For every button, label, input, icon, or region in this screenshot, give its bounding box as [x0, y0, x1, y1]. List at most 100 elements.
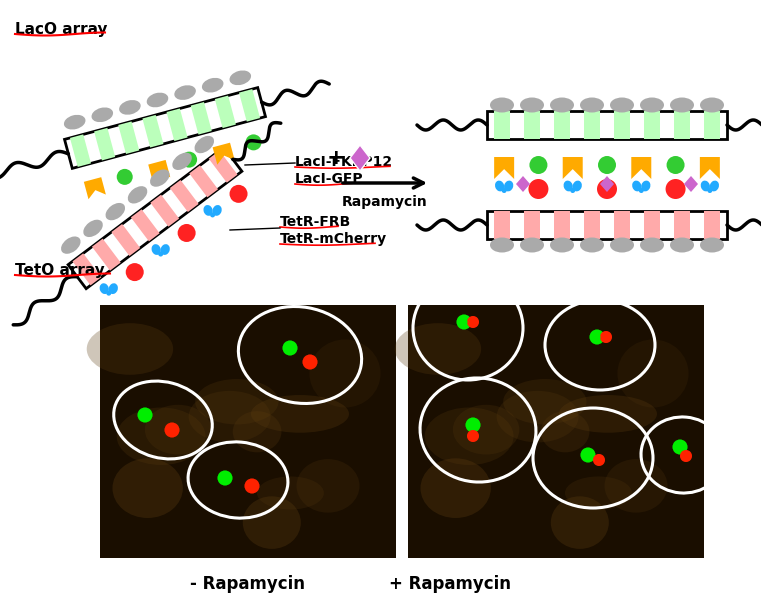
- Ellipse shape: [580, 237, 604, 253]
- Ellipse shape: [677, 443, 683, 451]
- Ellipse shape: [174, 85, 196, 100]
- Ellipse shape: [700, 98, 724, 112]
- Ellipse shape: [150, 170, 170, 187]
- Ellipse shape: [497, 391, 578, 442]
- Ellipse shape: [470, 319, 476, 325]
- Ellipse shape: [138, 407, 152, 423]
- Polygon shape: [167, 109, 188, 141]
- Ellipse shape: [91, 107, 113, 122]
- Ellipse shape: [495, 181, 505, 192]
- Polygon shape: [494, 211, 510, 239]
- Polygon shape: [524, 211, 540, 239]
- Ellipse shape: [128, 186, 148, 204]
- Polygon shape: [131, 209, 160, 242]
- Ellipse shape: [286, 345, 294, 351]
- Polygon shape: [189, 165, 218, 198]
- Ellipse shape: [116, 169, 132, 185]
- Ellipse shape: [61, 237, 81, 254]
- Ellipse shape: [467, 430, 479, 442]
- Ellipse shape: [189, 391, 271, 442]
- Ellipse shape: [453, 405, 519, 454]
- Ellipse shape: [212, 205, 221, 216]
- Ellipse shape: [246, 134, 262, 151]
- Ellipse shape: [303, 354, 317, 370]
- Ellipse shape: [119, 100, 141, 115]
- Ellipse shape: [168, 426, 176, 434]
- Ellipse shape: [230, 185, 247, 203]
- Text: TetR-mCherry: TetR-mCherry: [280, 232, 387, 246]
- Ellipse shape: [470, 433, 476, 439]
- Polygon shape: [704, 211, 720, 239]
- Polygon shape: [584, 211, 600, 239]
- Ellipse shape: [282, 340, 298, 356]
- Ellipse shape: [421, 458, 491, 518]
- Ellipse shape: [251, 395, 349, 432]
- Ellipse shape: [667, 156, 685, 174]
- Ellipse shape: [581, 448, 596, 462]
- Ellipse shape: [203, 205, 213, 216]
- Ellipse shape: [528, 179, 549, 199]
- Ellipse shape: [604, 459, 667, 512]
- Ellipse shape: [218, 470, 233, 486]
- Ellipse shape: [603, 334, 609, 340]
- Polygon shape: [239, 89, 260, 121]
- Ellipse shape: [564, 181, 573, 192]
- Ellipse shape: [490, 98, 514, 112]
- Ellipse shape: [610, 237, 634, 253]
- Polygon shape: [524, 111, 540, 139]
- Ellipse shape: [520, 98, 544, 112]
- Ellipse shape: [113, 458, 183, 518]
- Ellipse shape: [297, 459, 359, 512]
- Ellipse shape: [593, 454, 605, 466]
- Polygon shape: [700, 157, 720, 179]
- Ellipse shape: [467, 430, 479, 442]
- Ellipse shape: [116, 407, 205, 465]
- Ellipse shape: [181, 152, 197, 168]
- Text: LacI-GFP: LacI-GFP: [295, 172, 364, 186]
- Ellipse shape: [530, 156, 547, 174]
- Polygon shape: [84, 177, 106, 199]
- Ellipse shape: [598, 156, 616, 174]
- Ellipse shape: [147, 93, 168, 107]
- Ellipse shape: [249, 483, 256, 489]
- Polygon shape: [516, 176, 530, 192]
- Ellipse shape: [243, 497, 301, 549]
- Ellipse shape: [680, 450, 692, 462]
- Ellipse shape: [195, 379, 279, 425]
- Text: TetR-FRB: TetR-FRB: [280, 215, 352, 229]
- Ellipse shape: [670, 237, 694, 253]
- Ellipse shape: [307, 359, 314, 365]
- Polygon shape: [487, 111, 727, 139]
- Ellipse shape: [565, 476, 632, 509]
- Ellipse shape: [600, 331, 612, 343]
- Ellipse shape: [457, 315, 472, 329]
- Polygon shape: [584, 111, 600, 139]
- Polygon shape: [494, 111, 510, 139]
- Polygon shape: [170, 180, 199, 212]
- Ellipse shape: [145, 405, 212, 454]
- Ellipse shape: [460, 318, 467, 326]
- Ellipse shape: [617, 339, 689, 407]
- Ellipse shape: [550, 237, 574, 253]
- Ellipse shape: [551, 497, 609, 549]
- Polygon shape: [600, 176, 614, 192]
- Ellipse shape: [581, 448, 596, 462]
- Ellipse shape: [700, 237, 724, 253]
- Text: TetO array: TetO array: [15, 263, 105, 278]
- Text: Rapamycin: Rapamycin: [342, 195, 428, 209]
- Ellipse shape: [138, 407, 152, 423]
- Ellipse shape: [638, 188, 644, 193]
- Ellipse shape: [590, 329, 604, 345]
- Ellipse shape: [244, 478, 260, 493]
- Polygon shape: [72, 253, 101, 285]
- Ellipse shape: [158, 251, 163, 257]
- Ellipse shape: [64, 115, 85, 129]
- Ellipse shape: [550, 98, 574, 112]
- Polygon shape: [151, 195, 179, 227]
- Ellipse shape: [107, 290, 111, 296]
- Polygon shape: [614, 211, 630, 239]
- Text: - Rapamycin: - Rapamycin: [190, 575, 305, 593]
- Ellipse shape: [310, 339, 380, 407]
- Ellipse shape: [467, 316, 479, 328]
- Ellipse shape: [570, 188, 575, 193]
